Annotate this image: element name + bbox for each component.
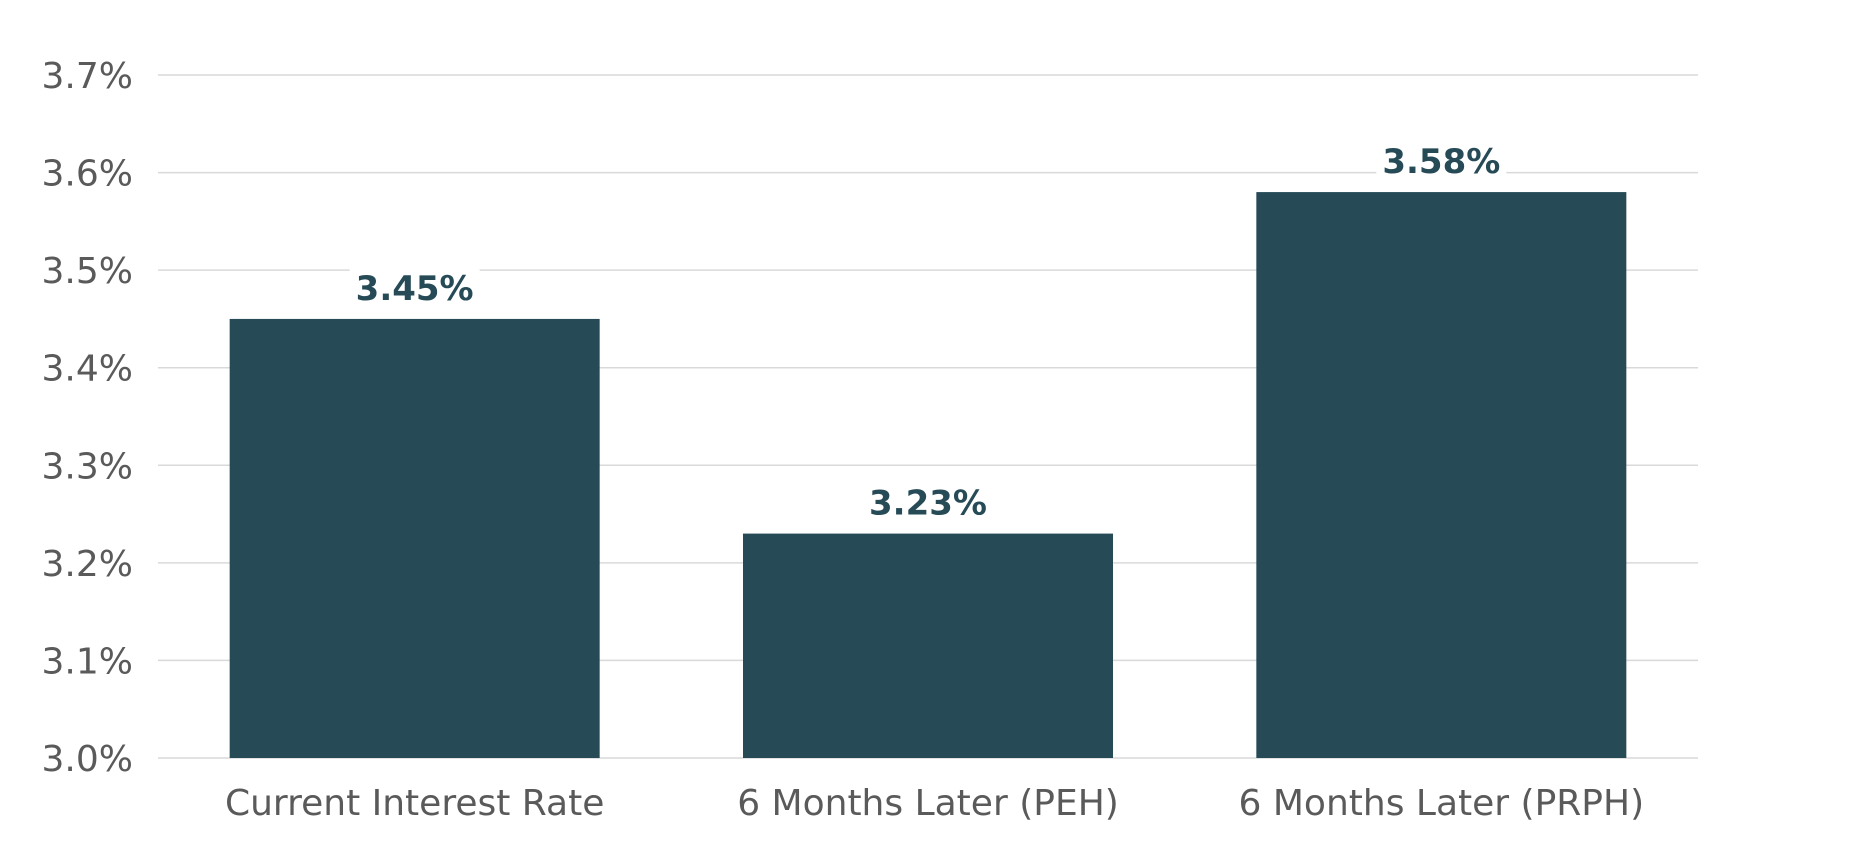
bar xyxy=(1256,192,1627,759)
x-axis-ticks: Current Interest Rate 6 Months Later (PEH… xyxy=(225,783,1644,824)
y-tick-label: 3.1% xyxy=(42,641,133,682)
y-axis-ticks: 3.0% 3.1% 3.2% 3.3% 3.4% 3.5% 3.6% 3.7% xyxy=(42,56,133,780)
y-tick-label: 3.0% xyxy=(42,739,133,780)
y-tick-label: 3.4% xyxy=(42,349,133,390)
x-tick-label: 6 Months Later (PEH) xyxy=(737,783,1119,824)
bars xyxy=(229,192,1627,759)
y-tick-label: 3.3% xyxy=(42,446,133,487)
data-label-background xyxy=(863,481,993,524)
data-label-background xyxy=(1376,140,1507,183)
y-tick-label: 3.6% xyxy=(42,154,133,195)
y-tick-label: 3.7% xyxy=(42,56,133,97)
y-tick-label: 3.2% xyxy=(42,544,133,585)
data-labels: 3.45% 3.23% 3.58% xyxy=(349,140,1507,524)
y-tick-label: 3.5% xyxy=(42,251,133,292)
bar xyxy=(743,533,1113,758)
data-label: 3.45% xyxy=(356,269,474,309)
x-tick-label: 6 Months Later (PRPH) xyxy=(1239,783,1645,824)
data-label-background xyxy=(349,266,480,309)
data-label: 3.58% xyxy=(1382,142,1500,182)
x-tick-label: Current Interest Rate xyxy=(225,783,604,824)
data-label: 3.23% xyxy=(869,484,987,524)
bar xyxy=(229,318,600,758)
